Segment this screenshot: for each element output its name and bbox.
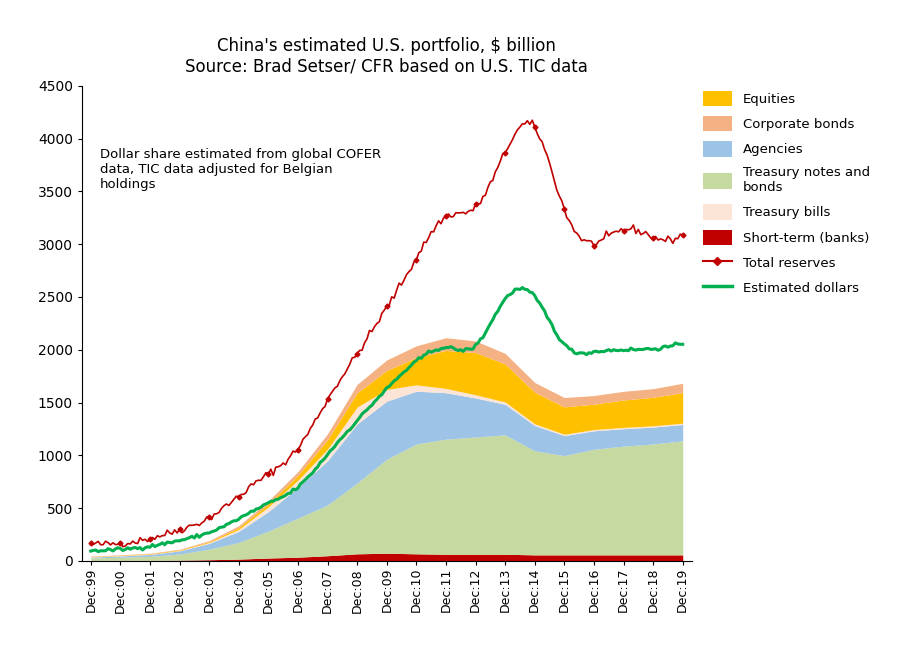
Text: Dollar share estimated from global COFER
data, TIC data adjusted for Belgian
hol: Dollar share estimated from global COFER… bbox=[100, 148, 381, 191]
Title: China's estimated U.S. portfolio, $ billion
Source: Brad Setser/ CFR based on U.: China's estimated U.S. portfolio, $ bill… bbox=[186, 37, 588, 76]
Legend: Equities, Corporate bonds, Agencies, Treasury notes and
bonds, Treasury bills, S: Equities, Corporate bonds, Agencies, Tre… bbox=[698, 86, 875, 300]
